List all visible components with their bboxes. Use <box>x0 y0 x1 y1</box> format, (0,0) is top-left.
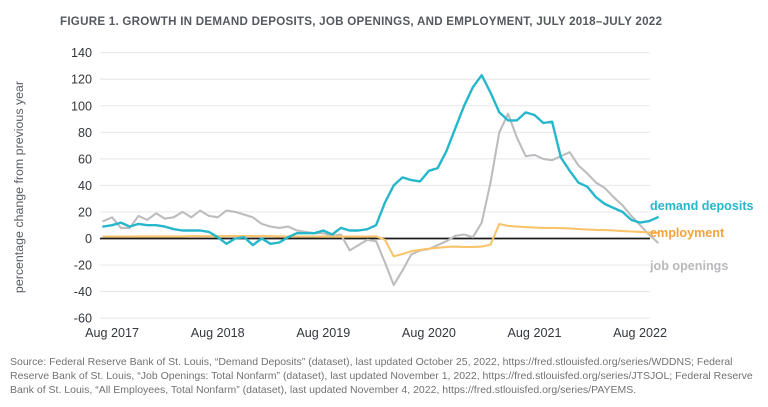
legend-employment: employment <box>650 226 725 240</box>
series-line-demand-deposits <box>102 73 659 247</box>
legend-demand-deposits: demand deposits <box>650 199 754 213</box>
x-tick-label: Aug 2020 <box>402 326 456 340</box>
y-tick-label: 60 <box>78 152 92 166</box>
y-tick-label: -20 <box>74 259 92 273</box>
y-tick-label: -60 <box>74 312 92 326</box>
y-tick-label: 100 <box>71 99 92 113</box>
y-tick-label: 120 <box>71 73 92 87</box>
series-line-job-openings <box>102 112 659 287</box>
series-line-employment <box>102 222 659 258</box>
x-tick-label: Aug 2018 <box>191 326 245 340</box>
source-note: Source: Federal Reserve Bank of St. Loui… <box>10 356 753 396</box>
figure-title: FIGURE 1. GROWTH IN DEMAND DEPOSITS, JOB… <box>60 15 663 28</box>
y-tick-label: 20 <box>78 205 92 219</box>
y-tick-label: 0 <box>85 232 92 246</box>
legend-job-openings: job openings <box>650 259 729 273</box>
y-tick-label: 80 <box>78 126 92 140</box>
x-tick-label: Aug 2017 <box>85 326 139 340</box>
x-tick-label: Aug 2019 <box>296 326 350 340</box>
x-tick-label: Aug 2021 <box>508 326 562 340</box>
y-tick-label: -40 <box>74 285 92 299</box>
y-tick-label: 140 <box>71 46 92 60</box>
x-tick-label: Aug 2022 <box>613 326 667 340</box>
y-tick-label: 40 <box>78 179 92 193</box>
